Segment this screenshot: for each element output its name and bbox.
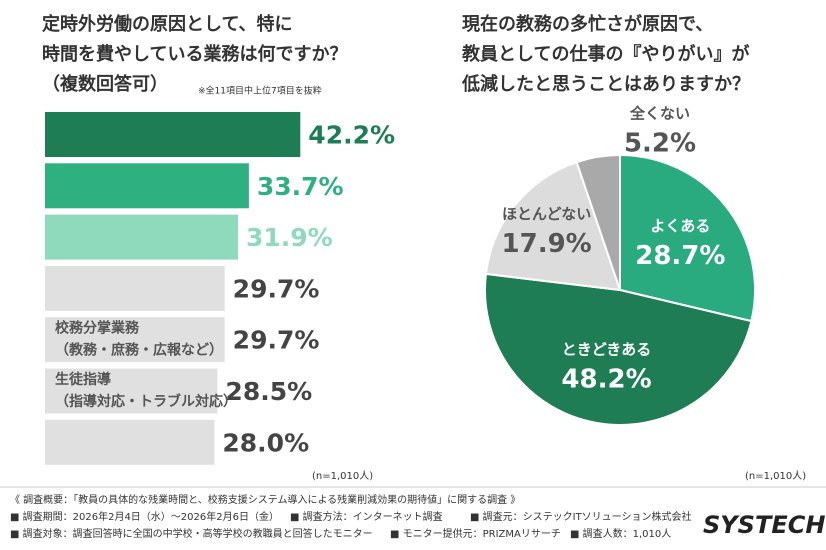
slice-value: 5.2% (624, 129, 696, 159)
value-label: 29.7% (233, 326, 320, 355)
slice-value: 28.7% (635, 241, 725, 271)
bar (45, 368, 218, 414)
value-label: 28.0% (222, 428, 309, 457)
chart-subtitle: ※全11項目中上位7項目を抜粋 (198, 85, 322, 97)
footer-item: ■ 調査対象：調査回答時に全国の中学校・高等学校の教職員と回答したモニター (10, 527, 373, 540)
sample-note: (n=1,010人) (312, 470, 373, 482)
bar (45, 419, 215, 465)
bar (45, 163, 249, 209)
value-label: 33.7% (257, 172, 344, 201)
slice-label: よくある (650, 217, 710, 235)
chart-title: 教員としての仕事の『やりがい』が (462, 43, 749, 65)
pie-slice (619, 153, 756, 323)
slice-label: ほとんどない (502, 205, 591, 223)
bar (45, 214, 238, 260)
chart-title: 現在の教務の多忙さが原因で、 (462, 13, 713, 35)
chart-title: 低減したと思うことはありますか？ (461, 73, 750, 95)
slice-value: 48.2% (561, 364, 651, 394)
footer-heading: 《 調査概要：「教員の具体的な残業時間と、校務支援システム導入による残業削減効果… (10, 493, 520, 506)
bar (45, 112, 301, 157)
chart-title: 定時外労働の原因として、特に (42, 13, 293, 35)
footer-item: ■ 調査方法：インターネット調査 (290, 510, 443, 523)
footer-item: ■ モニター提供元：PRIZMAリサーチ (390, 527, 561, 540)
footer-item: ■ 調査元：システックITソリューション株式会社 (470, 510, 691, 523)
logo: SYSTECH (703, 511, 825, 539)
chart-title: 時間を費やしている業務は何ですか？ (42, 43, 347, 65)
value-label: 42.2% (308, 121, 395, 150)
pie-slice (575, 153, 621, 291)
bar (45, 317, 225, 363)
bar-label-line: 生徒指導 (55, 371, 111, 388)
bar-label-line: 校務分掌業務 (55, 320, 140, 337)
slice-label: 全くない (629, 105, 690, 123)
bar-label: 生徒指導 （指導対応・トラブル対応） (55, 371, 237, 410)
bar-label: 校務分掌業務 （教務・庶務・広報など） (55, 320, 223, 359)
value-label: 29.7% (233, 274, 320, 303)
footer-item: ■ 調査人数：1,010人 (570, 527, 671, 540)
bar-label-line: （指導対応・トラブル対応） (55, 393, 237, 410)
value-label: 28.5% (225, 377, 312, 406)
value-label: 31.9% (246, 223, 333, 252)
bar-label-line: （教務・庶務・広報など） (55, 342, 223, 359)
pie-slice (484, 272, 753, 426)
slice-value: 17.9% (502, 229, 592, 259)
sample-note: (n=1,010人) (745, 470, 806, 482)
bar (45, 265, 225, 311)
chart-title: （複数回答可） (42, 73, 168, 95)
footer-item: ■ 調査期間：2026年2月4日（水）～2026年2月6日（金） (10, 510, 279, 523)
slice-label: ときどきある (562, 340, 652, 358)
